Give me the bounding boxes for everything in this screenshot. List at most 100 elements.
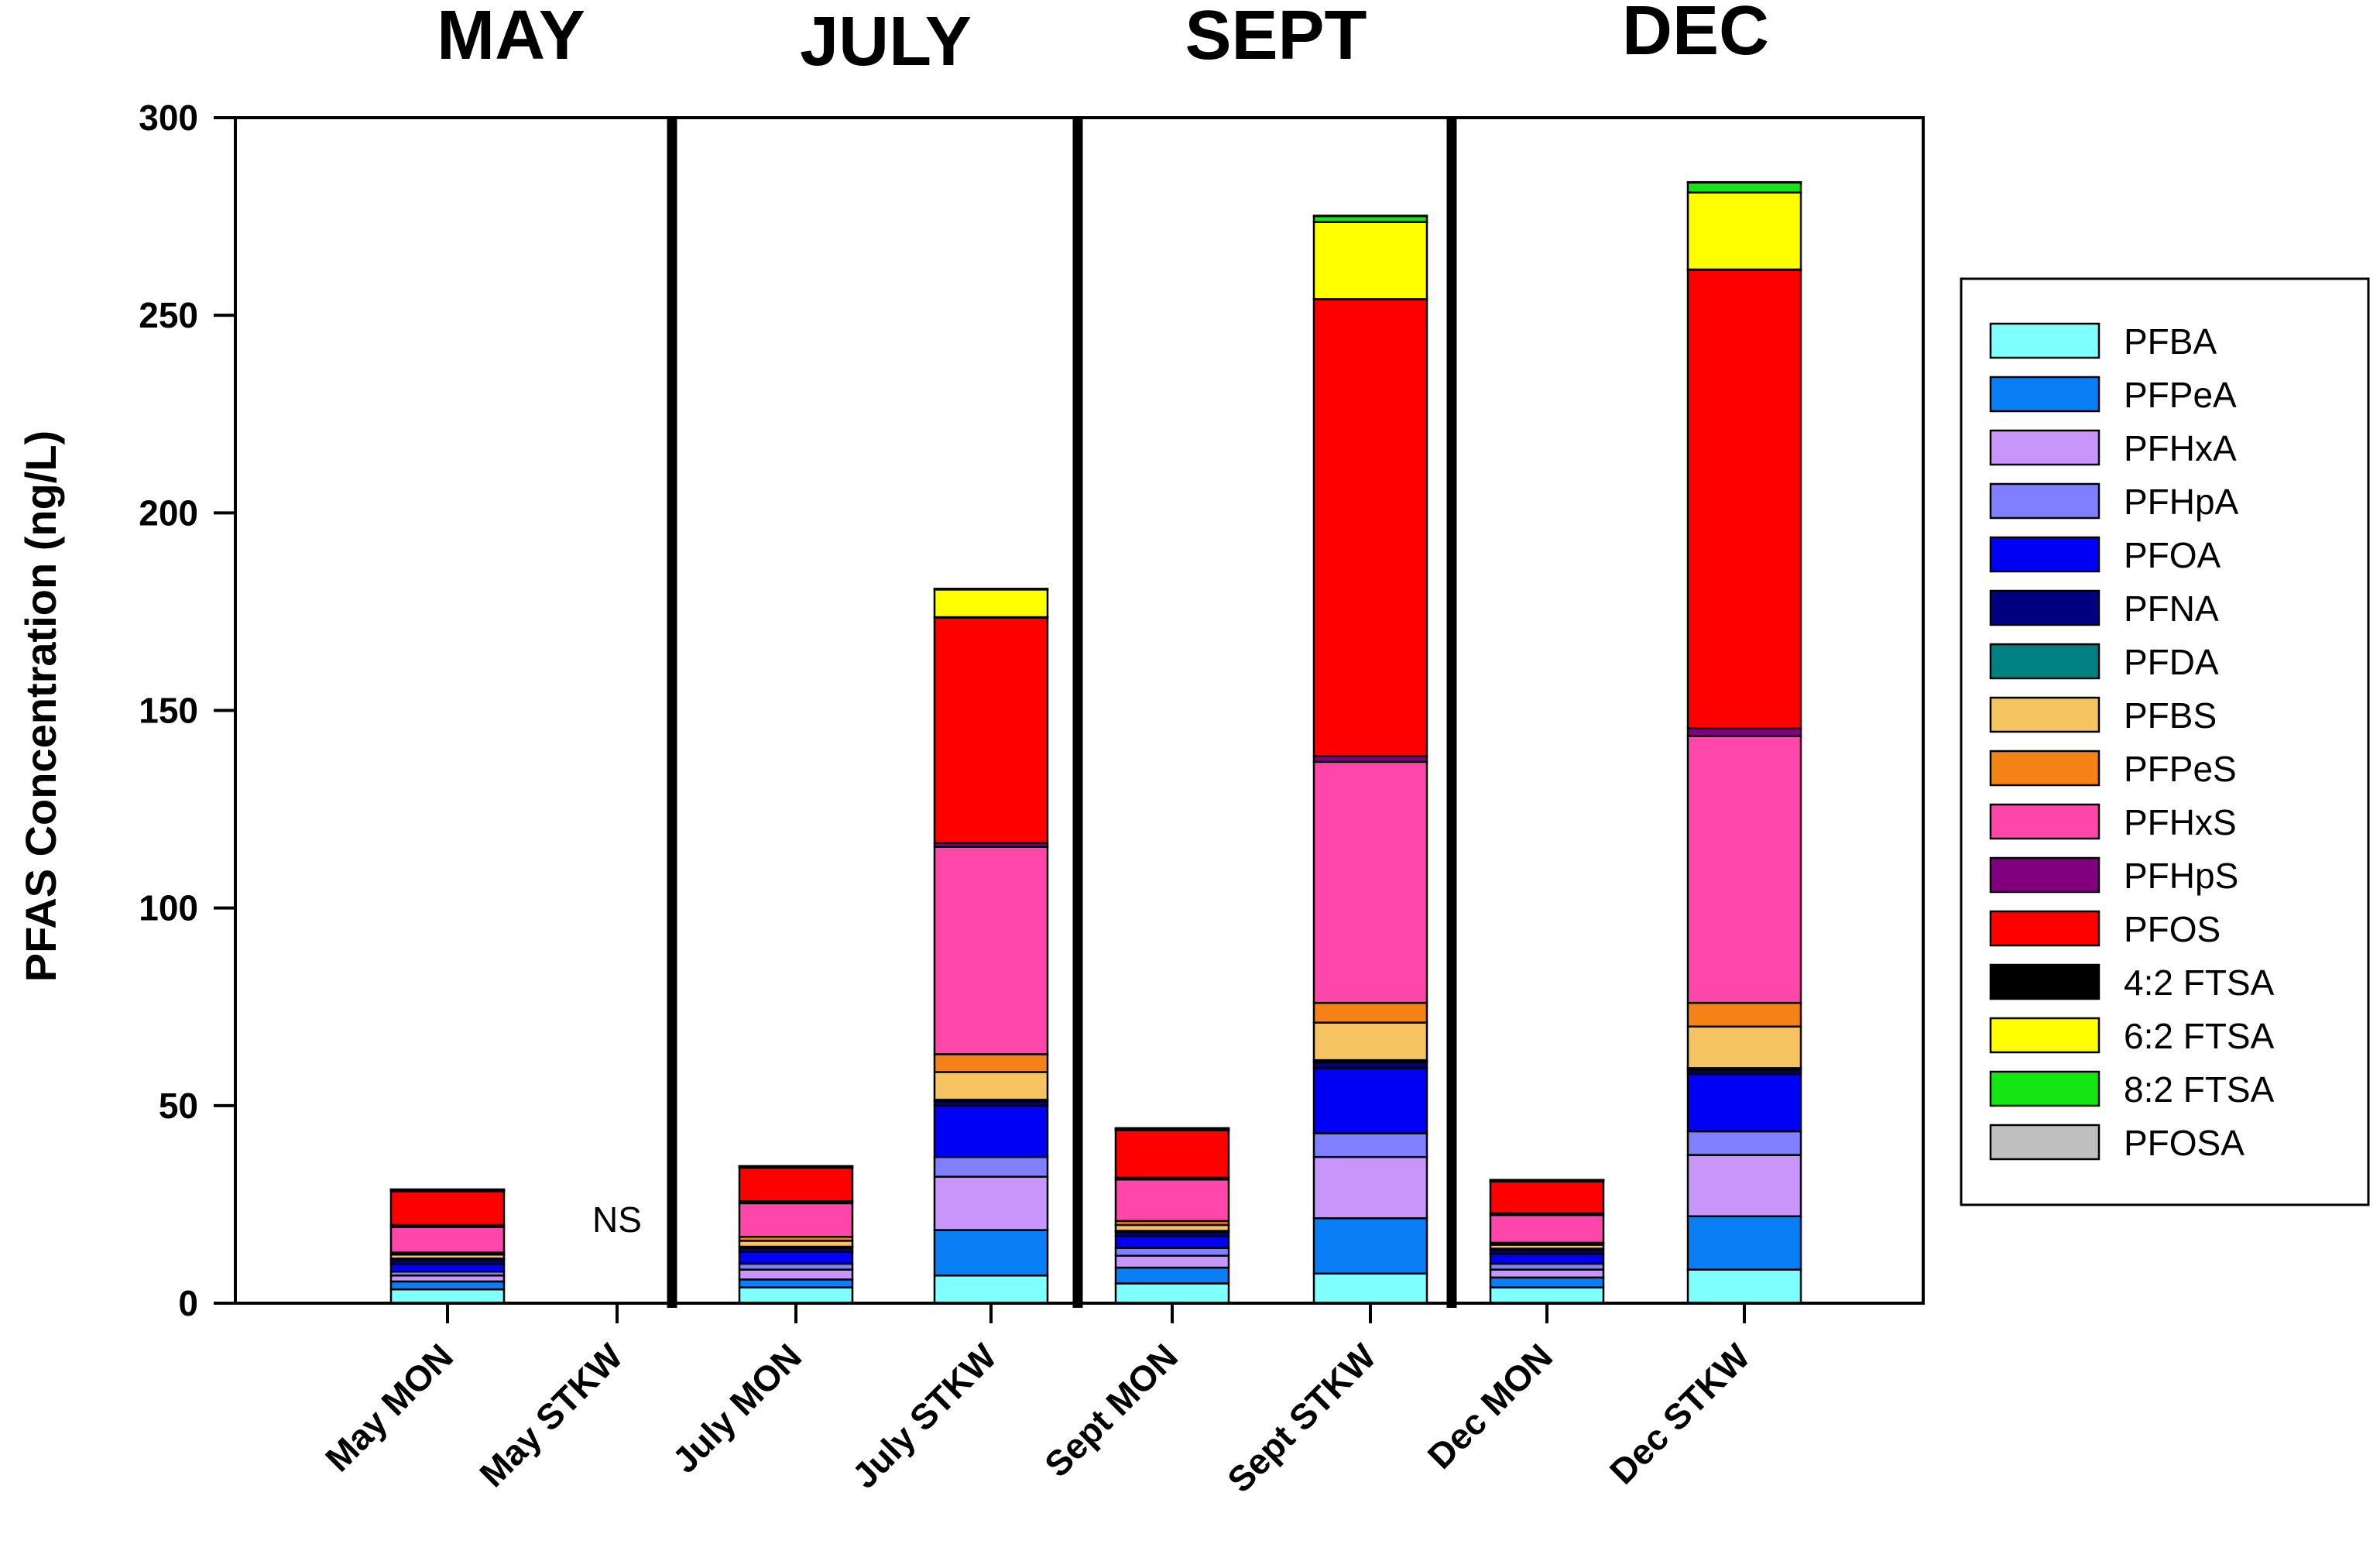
y-tick-label: 0 <box>178 1283 198 1323</box>
bar-sept-stkw-pfbs <box>1312 1021 1428 1062</box>
y-tick-label: 50 <box>159 1086 198 1126</box>
bar-sept-stkw-pfhxs <box>1312 760 1428 1004</box>
bar-sept-mon-pfos <box>1114 1129 1230 1179</box>
bar-may-mon-pfosa <box>389 1188 506 1191</box>
bar-sept-mon-pfhxs <box>1114 1179 1230 1223</box>
annotations: NS <box>592 1199 642 1240</box>
group-label-july: JULY <box>800 3 972 81</box>
legend-label-4-2-ftsa: 4:2 FTSA <box>2124 962 2275 1003</box>
bar-july-mon-pfos <box>738 1166 854 1203</box>
bar-july-stkw-pfba <box>933 1275 1049 1305</box>
legend-swatch-pfhpa <box>1989 482 2101 520</box>
legend-label-pfhxs: PFHxS <box>2124 802 2237 842</box>
bar-sept-mon-pfosa <box>1114 1127 1230 1130</box>
group-label-may: MAY <box>437 0 585 74</box>
group-labels: MAY JULY SEPT DEC <box>437 0 1769 81</box>
x-tick-label-july-mon: July MON <box>664 1336 809 1481</box>
bar-dec-stkw-pfoa <box>1686 1072 1802 1133</box>
bar-dec-stkw-pfpes <box>1686 1001 1802 1028</box>
bar-dec-stkw-pfba <box>1686 1268 1802 1305</box>
bar-dec-stkw-6-2-ftsa <box>1686 191 1802 271</box>
legend-label-pfos: PFOS <box>2124 909 2221 949</box>
legend-swatch-4-2-ftsa <box>1989 963 2101 1000</box>
bar-july-mon-pfhxa <box>738 1268 854 1281</box>
x-tick-label-may-stkw: May STKW <box>472 1336 630 1494</box>
legend-label-pfpes: PFPeS <box>2124 749 2237 789</box>
bar-may-mon-pfba <box>389 1288 506 1305</box>
bar-dec-mon-pfosa <box>1489 1179 1605 1182</box>
bar-july-stkw-pfpes <box>933 1053 1049 1073</box>
bar-july-stkw-pfbs <box>933 1071 1049 1101</box>
legend-swatch-pfoa <box>1989 536 2101 573</box>
y-tick-label: 300 <box>139 98 198 138</box>
y-tick-label: 250 <box>139 295 198 335</box>
legend-swatch-pfhxs <box>1989 803 2101 840</box>
bar-may-mon-pfoa <box>389 1262 506 1273</box>
legend-label-6-2-ftsa: 6:2 FTSA <box>2124 1016 2275 1056</box>
x-axis: May MON May STKW July MON July STKW Sept MON… <box>317 1303 1758 1500</box>
bar-july-stkw-pfos <box>933 616 1049 844</box>
bar-july-stkw-pfhpa <box>933 1155 1049 1178</box>
legend-label-pfhxa: PFHxA <box>2124 428 2237 468</box>
legend-swatch-pfba <box>1989 322 2101 359</box>
bar-dec-stkw-8-2-ftsa <box>1686 181 1802 194</box>
bar-dec-stkw-pfosa <box>1686 180 1802 184</box>
legend-swatch-pfhps <box>1989 856 2101 894</box>
bar-dec-stkw-pfhpa <box>1686 1130 1802 1156</box>
bar-july-mon-pfhxs <box>738 1202 854 1238</box>
annotation-ns: NS <box>592 1199 642 1240</box>
x-tick-label-dec-mon: Dec MON <box>1420 1336 1560 1476</box>
x-tick-label-may-mon: May MON <box>317 1336 461 1479</box>
bar-july-stkw-pfpea <box>933 1229 1049 1277</box>
legend-label-pfosa: PFOSA <box>2124 1123 2245 1163</box>
bar-july-mon-pfpea <box>738 1278 854 1288</box>
bar-july-mon-pfoa <box>738 1251 854 1265</box>
x-tick-label-dec-stkw: Dec STKW <box>1602 1336 1758 1492</box>
legend-swatch-pfpes <box>1989 750 2101 787</box>
legend-swatch-pfos <box>1989 910 2101 947</box>
y-axis: 0 50 100 150 200 250 300 <box>139 98 235 1323</box>
bar-dec-stkw-pfos <box>1686 269 1802 729</box>
bar-may-mon-pfos <box>389 1190 506 1227</box>
bar-dec-mon-pfba <box>1489 1286 1605 1305</box>
legend-swatch-pfhxa <box>1989 429 2101 466</box>
legend-swatch-8-2-ftsa <box>1989 1070 2101 1107</box>
x-tick-label-sept-stkw: Sept STKW <box>1219 1336 1384 1500</box>
bar-sept-stkw-pfos <box>1312 298 1428 757</box>
bar-dec-mon-pfoa <box>1489 1252 1605 1265</box>
bar-july-stkw-pfosa <box>933 588 1049 591</box>
legend-label-pfoa: PFOA <box>2124 535 2221 575</box>
bar-sept-mon-pfoa <box>1114 1234 1230 1249</box>
bar-dec-mon-pfpea <box>1489 1276 1605 1288</box>
x-tick-label-july-stkw: July STKW <box>844 1336 1004 1496</box>
bar-sept-stkw-6-2-ftsa <box>1312 221 1428 300</box>
bar-dec-stkw-pfpea <box>1686 1215 1802 1271</box>
y-tick-label: 150 <box>139 691 198 731</box>
bar-july-mon-pfosa <box>738 1165 854 1168</box>
bar-sept-stkw-pfba <box>1312 1272 1428 1305</box>
legend-swatch-pfbs <box>1989 696 2101 733</box>
bar-dec-mon-pfhxa <box>1489 1268 1605 1279</box>
legend-label-pfbs: PFBS <box>2124 695 2217 736</box>
y-tick-label: 100 <box>139 888 198 928</box>
bars <box>389 180 1802 1305</box>
legend-swatch-pfpea <box>1989 376 2101 413</box>
bar-sept-stkw-pfpea <box>1312 1217 1428 1275</box>
bar-sept-mon-pfpea <box>1114 1266 1230 1285</box>
legend-label-8-2-ftsa: 8:2 FTSA <box>2124 1069 2275 1110</box>
bar-dec-stkw-pfhxs <box>1686 735 1802 1004</box>
bar-sept-mon-pfhpa <box>1114 1247 1230 1258</box>
bar-sept-mon-pfba <box>1114 1282 1230 1305</box>
bar-may-mon-pfhxs <box>389 1226 506 1254</box>
legend-label-pfba: PFBA <box>2124 321 2217 362</box>
legend-label-pfpea: PFPeA <box>2124 375 2237 415</box>
x-tick-label-sept-mon: Sept MON <box>1037 1336 1185 1484</box>
bar-dec-mon-pfhxs <box>1489 1213 1605 1244</box>
bar-dec-mon-pfos <box>1489 1180 1605 1214</box>
bar-july-stkw-6-2-ftsa <box>933 588 1049 619</box>
legend-label-pfda: PFDA <box>2124 642 2219 682</box>
group-label-sept: SEPT <box>1185 0 1367 74</box>
bar-july-mon-pfba <box>738 1286 854 1305</box>
legend-swatch-pfna <box>1989 589 2101 626</box>
